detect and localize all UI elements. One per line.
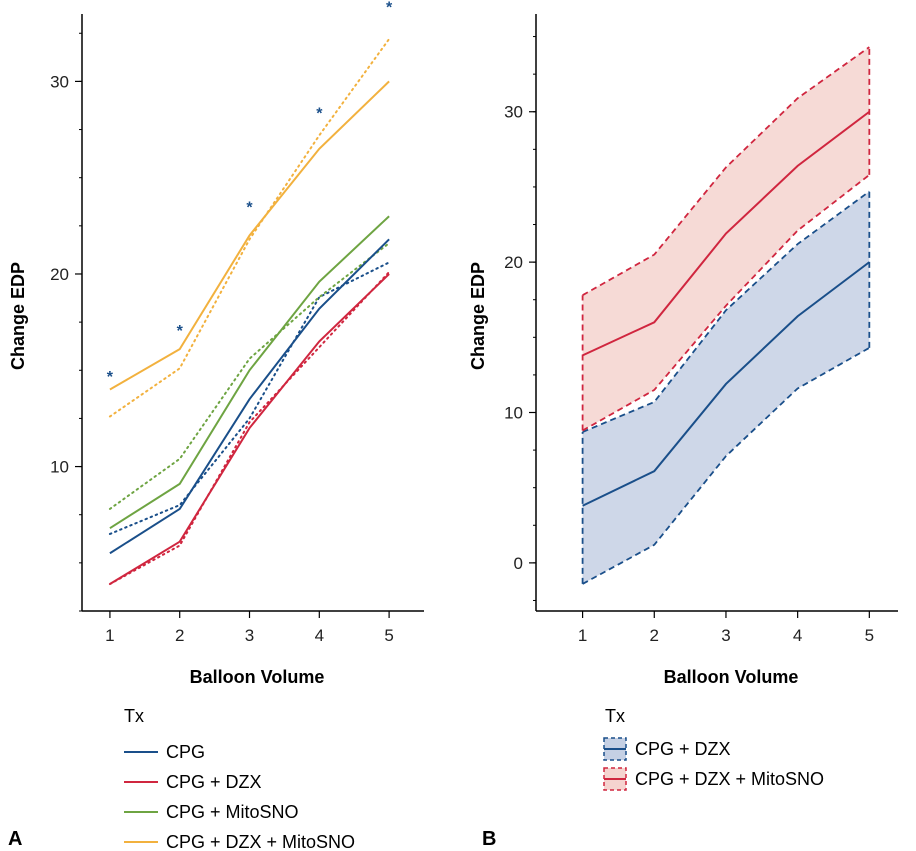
legend-item-label: CPG + DZX: [166, 772, 262, 792]
x-tick-label: 3: [721, 626, 730, 645]
y-tick-label: 20: [504, 253, 523, 272]
panel-a-plot: 10 20 30 1 2 3 4 5 * * * * *: [50, 0, 424, 645]
series-line: [109, 273, 390, 585]
x-tick-label: 2: [650, 626, 659, 645]
y-tick-label: 10: [50, 458, 69, 477]
significance-marker: *: [316, 105, 323, 122]
ci-band: [582, 47, 870, 431]
panel-a-label: A: [8, 828, 22, 850]
panel-a-ylabel: Change EDP: [8, 262, 28, 370]
ci-upper-line: [582, 190, 870, 433]
x-tick-label: 3: [245, 626, 254, 645]
significance-marker: *: [177, 323, 184, 340]
y-tick-label: 10: [504, 404, 523, 423]
panel-b-plot: 0 10 20 30 1 2 3 4 5: [504, 14, 898, 645]
panel-b-xlabel: Balloon Volume: [664, 667, 799, 687]
ci-lower-line: [582, 174, 870, 432]
significance-marker: *: [386, 0, 393, 16]
panel-b-label: B: [482, 828, 496, 850]
panel-b-legend-title: Tx: [605, 706, 625, 726]
ci-upper-line: [582, 46, 870, 296]
panel-a-legend: Tx CPG CPG + DZX CPG + MitoSNO CPG + DZX + …: [124, 706, 355, 851]
series-fit-line: [108, 38, 391, 418]
significance-marker: *: [246, 200, 253, 217]
y-tick-label: 30: [504, 103, 523, 122]
x-tick-label: 2: [175, 626, 184, 645]
ci-lower-line: [582, 347, 870, 585]
legend-item-label: CPG: [166, 742, 205, 762]
panel-a: 10 20 30 1 2 3 4 5 * * * * * Balloon Volume Change E…: [8, 0, 424, 851]
y-tick-label: 0: [514, 554, 523, 573]
panel-a-legend-title: Tx: [124, 706, 144, 726]
significance-marker: *: [107, 369, 114, 386]
panel-b-ylabel: Change EDP: [468, 262, 488, 370]
x-tick-label: 1: [105, 626, 114, 645]
panel-b-legend: Tx CPG + DZX CPG + DZX + MitoSNO: [603, 706, 824, 791]
legend-item-label: CPG + DZX + MitoSNO: [166, 832, 355, 851]
series-fit-line: [108, 271, 391, 586]
legend-item-label: CPG + MitoSNO: [166, 802, 299, 822]
x-tick-label: 5: [865, 626, 874, 645]
series-line: [109, 215, 390, 530]
panel-b: 0 10 20 30 1 2 3 4 5 Balloon Volume Change EDP T…: [468, 14, 898, 850]
ci-band: [582, 191, 870, 584]
x-tick-label: 4: [315, 626, 324, 645]
x-tick-label: 5: [384, 626, 393, 645]
legend-item-label: CPG + DZX + MitoSNO: [635, 769, 824, 789]
series-fit-line: [108, 242, 391, 510]
series-line: [109, 238, 390, 555]
x-tick-label: 1: [578, 626, 587, 645]
panel-a-xlabel: Balloon Volume: [190, 667, 325, 687]
y-tick-label: 30: [50, 72, 69, 91]
x-tick-label: 4: [793, 626, 802, 645]
y-tick-label: 20: [50, 265, 69, 284]
legend-item-label: CPG + DZX: [635, 739, 731, 759]
